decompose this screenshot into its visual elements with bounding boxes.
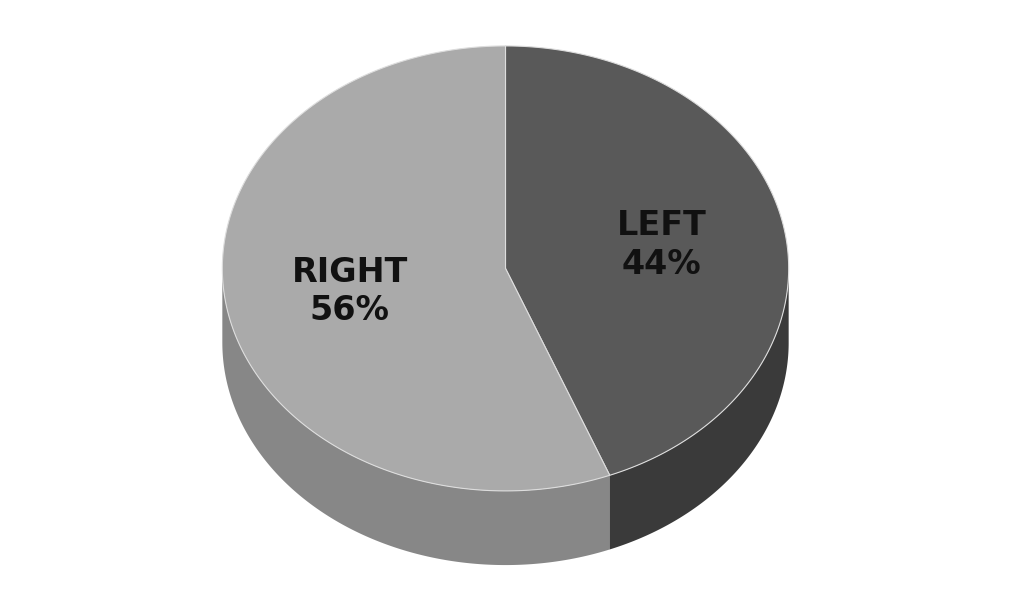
Polygon shape	[610, 269, 789, 549]
Polygon shape	[506, 268, 610, 549]
Text: RIGHT
56%: RIGHT 56%	[291, 256, 407, 327]
Polygon shape	[506, 268, 610, 549]
Polygon shape	[222, 269, 610, 565]
Text: LEFT
44%: LEFT 44%	[617, 210, 706, 280]
Polygon shape	[222, 46, 610, 491]
Polygon shape	[506, 46, 789, 475]
